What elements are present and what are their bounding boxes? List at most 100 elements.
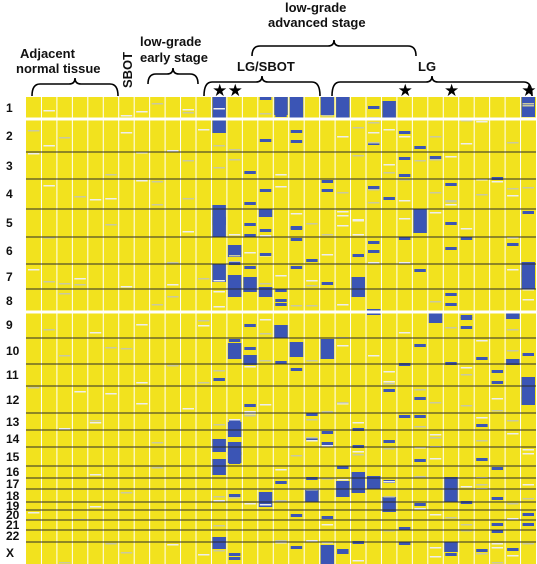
segment-mark <box>476 484 488 486</box>
segment-mark <box>507 269 519 271</box>
segment-mark <box>275 275 287 277</box>
segment-mark <box>352 422 364 424</box>
segment-mark <box>306 419 318 421</box>
segment-mark <box>120 492 133 494</box>
loss-segment <box>212 217 226 237</box>
loss-segment <box>413 209 427 233</box>
segment-mark <box>228 261 241 263</box>
segment-mark <box>244 202 256 205</box>
segment-mark <box>74 278 86 280</box>
segment-mark <box>275 481 287 484</box>
segment-mark <box>383 197 395 200</box>
chromosome-label-18: 18 <box>6 488 20 503</box>
segment-mark <box>182 408 194 410</box>
chromosome-label-10: 10 <box>6 344 20 358</box>
star-marker: ★ <box>212 81 228 100</box>
adjacent-label-line1: Adjacent <box>20 46 75 61</box>
segment-mark <box>105 198 117 200</box>
segment-mark <box>306 489 318 491</box>
segment-mark <box>182 198 194 200</box>
bracket <box>31 77 119 97</box>
loss-segment <box>212 537 226 543</box>
loss-segment <box>382 101 396 119</box>
loss-segment <box>305 490 319 502</box>
loss-segment <box>227 245 242 257</box>
segment-mark <box>136 382 148 384</box>
segment-mark <box>398 179 411 181</box>
segment-mark <box>89 506 102 508</box>
loss-segment <box>444 542 458 552</box>
segment-mark <box>306 223 318 225</box>
chromosome-label-11: 11 <box>6 368 19 382</box>
segment-mark <box>476 357 488 360</box>
segment-mark <box>522 484 534 486</box>
bracket <box>251 39 417 57</box>
segment-mark <box>198 129 210 131</box>
group-brackets <box>31 39 533 97</box>
segment-mark <box>337 136 349 138</box>
segment-mark <box>383 389 395 392</box>
chromosome-label-5: 5 <box>6 216 13 230</box>
advanced-stage-label-line1: low-grade <box>285 0 347 15</box>
segment-mark <box>275 174 287 176</box>
segment-mark <box>476 179 488 181</box>
segment-mark <box>445 222 457 225</box>
adjacent-label-line2: normal tissue <box>16 61 101 76</box>
segment-mark <box>151 103 164 105</box>
segment-mark <box>259 404 272 406</box>
segment-mark <box>460 405 473 407</box>
segment-mark <box>290 514 303 517</box>
segment-mark <box>213 167 225 169</box>
segment-mark <box>213 424 225 426</box>
segment-mark <box>290 140 303 143</box>
segment-mark <box>28 153 40 155</box>
segment-mark <box>259 235 272 237</box>
segment-mark <box>228 149 241 151</box>
segment-mark <box>445 327 457 329</box>
segment-mark <box>321 524 334 526</box>
segment-mark <box>414 503 426 506</box>
segment-mark <box>198 278 210 280</box>
lg-sbot-label: LG/SBOT <box>237 59 295 74</box>
segment-mark <box>414 447 426 449</box>
segment-mark <box>259 139 272 142</box>
loss-segment <box>258 209 273 217</box>
segment-mark <box>259 319 272 321</box>
segment-mark <box>213 145 225 147</box>
segment-mark <box>429 192 442 194</box>
segment-mark <box>476 458 488 461</box>
segment-mark <box>136 324 148 326</box>
segment-mark <box>290 226 303 229</box>
segment-mark <box>306 280 318 282</box>
segment-mark <box>259 360 272 362</box>
chromosome-label-12: 12 <box>6 392 20 407</box>
segment-mark <box>368 202 380 204</box>
segment-mark <box>368 250 380 253</box>
segment-mark <box>429 212 442 214</box>
loss-segment <box>320 97 335 115</box>
segment-mark <box>136 152 148 154</box>
bracket <box>147 67 199 85</box>
segment-mark <box>275 469 287 471</box>
segment-mark <box>460 486 473 488</box>
loss-segment <box>227 442 242 455</box>
segment-mark <box>491 497 504 500</box>
segment-mark <box>259 189 272 192</box>
segment-mark <box>244 503 256 505</box>
segment-mark <box>476 121 488 123</box>
segment-mark <box>228 255 241 257</box>
segment-mark <box>460 315 473 318</box>
segment-mark <box>89 474 102 476</box>
chromosome-label-22: 22 <box>6 529 20 543</box>
early-stage-label-line1: low-grade <box>140 34 202 49</box>
segment-mark <box>321 445 334 447</box>
segment-mark <box>414 426 426 428</box>
segment-mark <box>89 420 102 422</box>
segment-mark <box>290 546 303 549</box>
loss-segment <box>243 355 257 365</box>
segment-mark <box>491 410 504 412</box>
segment-mark <box>120 552 133 554</box>
segment-mark <box>522 105 534 107</box>
segment-mark <box>259 113 272 115</box>
segment-mark <box>290 368 303 371</box>
